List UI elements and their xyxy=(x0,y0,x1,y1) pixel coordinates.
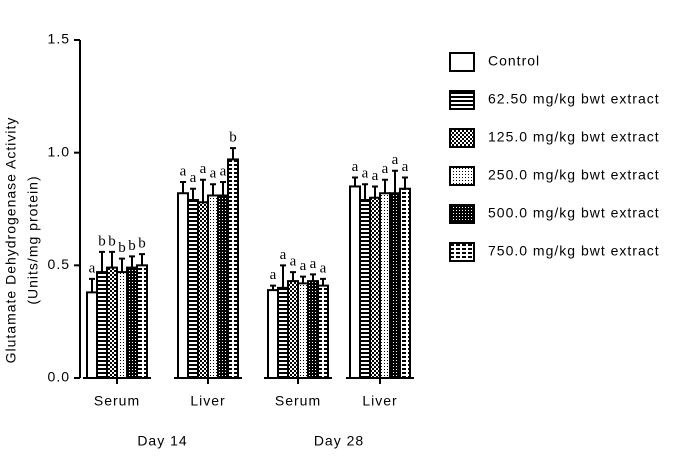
error-bar xyxy=(300,275,306,284)
bar xyxy=(297,282,309,379)
bar xyxy=(349,185,361,379)
error-bar xyxy=(362,183,368,200)
error-bar xyxy=(99,250,105,273)
error-bar xyxy=(270,284,276,291)
x-tick-label: Serum xyxy=(94,393,140,409)
legend-swatch xyxy=(449,204,475,224)
error-bar xyxy=(280,264,286,288)
legend-label: 750.0 mg/kg bwt extract xyxy=(488,243,660,259)
bar xyxy=(227,158,239,379)
bar xyxy=(116,271,128,379)
group-label: Day 28 xyxy=(314,433,364,449)
error-bar xyxy=(382,178,388,194)
significance-letter: a xyxy=(402,159,409,175)
error-bar xyxy=(372,185,378,198)
bar xyxy=(96,271,108,379)
legend-label: 62.50 mg/kg bwt extract xyxy=(488,91,660,107)
significance-letter: a xyxy=(290,254,297,270)
group-label: Day 14 xyxy=(137,433,187,449)
x-tick-label: Liver xyxy=(190,393,225,409)
error-bar xyxy=(290,271,296,282)
y-tick-label: 1.0 xyxy=(48,143,70,159)
significance-letter: b xyxy=(118,240,126,256)
y-tick-label: 1.5 xyxy=(48,31,70,47)
significance-letter: a xyxy=(362,166,369,182)
bar xyxy=(86,291,98,379)
error-bar xyxy=(119,257,125,273)
significance-letter: a xyxy=(190,170,197,186)
bar xyxy=(177,192,189,379)
significance-letter: a xyxy=(270,267,277,283)
bar xyxy=(307,280,319,379)
error-bar xyxy=(89,277,95,293)
significance-letter: b xyxy=(138,236,146,252)
x-tick-label: Serum xyxy=(275,393,321,409)
bar xyxy=(217,194,229,379)
error-bar xyxy=(109,250,115,268)
significance-letter: a xyxy=(220,163,227,179)
error-bar xyxy=(320,277,326,286)
legend-label: Control xyxy=(488,53,540,69)
significance-letter: b xyxy=(108,233,116,249)
bar xyxy=(267,289,279,379)
error-bar xyxy=(352,176,358,187)
error-bar xyxy=(129,255,135,268)
significance-letter: b xyxy=(229,130,237,146)
significance-letter: a xyxy=(310,256,317,272)
significance-letter: a xyxy=(392,152,399,168)
legend-label: 250.0 mg/kg bwt extract xyxy=(488,167,660,183)
error-bar xyxy=(402,176,408,189)
bar xyxy=(187,198,199,379)
legend-swatch xyxy=(449,52,475,72)
error-bar xyxy=(180,180,186,194)
legend-swatch xyxy=(449,166,475,186)
error-bar xyxy=(230,147,236,160)
bar xyxy=(369,196,381,379)
significance-letter: a xyxy=(89,260,96,276)
error-bar xyxy=(200,178,206,203)
legend-label: 125.0 mg/kg bwt extract xyxy=(488,129,660,145)
legend-swatch xyxy=(449,242,475,262)
significance-letter: a xyxy=(382,161,389,177)
legend-swatch xyxy=(449,128,475,148)
legend-label: 500.0 mg/kg bwt extract xyxy=(488,205,660,221)
significance-letter: a xyxy=(280,247,287,263)
bar xyxy=(126,266,138,379)
significance-letter: a xyxy=(320,260,327,276)
bar xyxy=(287,280,299,379)
error-bar xyxy=(210,183,216,196)
significance-letter: a xyxy=(352,159,359,175)
significance-letter: a xyxy=(210,166,217,182)
bar xyxy=(197,201,209,379)
bar xyxy=(136,264,148,380)
bar xyxy=(317,284,329,380)
bar xyxy=(277,286,289,379)
legend-swatch xyxy=(449,90,475,110)
error-bar xyxy=(190,187,196,200)
y-tick-label: 0.5 xyxy=(48,256,70,272)
significance-letter: a xyxy=(300,258,307,274)
y-axis-label: (Units/mg protein) xyxy=(25,175,41,304)
bar xyxy=(359,198,371,379)
error-bar xyxy=(310,273,316,282)
bar xyxy=(207,194,219,379)
error-bar xyxy=(139,253,145,266)
significance-letter: b xyxy=(98,233,106,249)
bar xyxy=(379,192,391,379)
bar xyxy=(399,187,411,379)
bar xyxy=(106,266,118,379)
significance-letter: a xyxy=(200,161,207,177)
error-bar xyxy=(392,169,398,194)
significance-letter: a xyxy=(180,163,187,179)
y-tick-label: 0.0 xyxy=(48,369,70,385)
bar xyxy=(389,192,401,379)
significance-letter: b xyxy=(128,238,136,254)
error-bar xyxy=(220,180,226,196)
y-axis-label: Glutamate Dehydrogenase Activity xyxy=(3,117,19,364)
significance-letter: a xyxy=(372,168,379,184)
x-tick-label: Liver xyxy=(362,393,397,409)
